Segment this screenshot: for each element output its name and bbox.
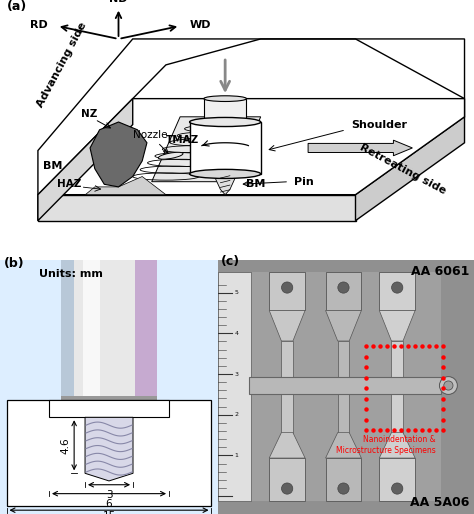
Text: (b): (b) (4, 257, 25, 270)
Bar (269, 272, 305, 310)
Text: AA 5A06: AA 5A06 (410, 496, 469, 509)
Polygon shape (379, 433, 415, 458)
Circle shape (338, 282, 349, 293)
Bar (218, 272, 251, 501)
Polygon shape (269, 310, 305, 341)
Text: 2: 2 (235, 412, 239, 417)
Text: 6: 6 (106, 499, 112, 509)
Bar (282, 341, 293, 433)
Circle shape (439, 377, 457, 394)
Bar (326, 458, 361, 501)
Text: 4: 4 (235, 331, 239, 336)
Polygon shape (379, 310, 415, 341)
Bar (7, 399, 211, 506)
Text: Nozzle: Nozzle (133, 130, 168, 153)
Polygon shape (85, 176, 166, 195)
Polygon shape (190, 122, 261, 174)
Text: (c): (c) (220, 254, 240, 268)
Ellipse shape (204, 96, 246, 101)
Circle shape (392, 282, 403, 293)
Polygon shape (204, 99, 246, 122)
Text: 1: 1 (235, 453, 238, 458)
Text: RD: RD (30, 20, 47, 30)
Circle shape (282, 483, 293, 494)
Polygon shape (83, 260, 100, 399)
Polygon shape (152, 117, 261, 181)
Ellipse shape (190, 170, 261, 178)
Polygon shape (85, 417, 133, 481)
Bar (61, 396, 157, 399)
Bar (379, 458, 415, 501)
Text: Nanoindentation &
Microstructure Specimens: Nanoindentation & Microstructure Specime… (336, 435, 436, 455)
Text: 5: 5 (235, 290, 238, 295)
Bar (269, 458, 305, 501)
Polygon shape (38, 195, 356, 221)
Polygon shape (213, 174, 237, 195)
Polygon shape (38, 39, 465, 221)
Bar (392, 341, 403, 433)
Text: AA 6061: AA 6061 (410, 265, 469, 278)
Polygon shape (269, 433, 305, 458)
Text: Pin: Pin (294, 177, 314, 187)
Circle shape (444, 381, 453, 390)
Bar (337, 341, 349, 433)
Bar (61, 260, 157, 399)
Text: (a): (a) (7, 1, 27, 13)
Polygon shape (38, 99, 133, 221)
Text: 4.6: 4.6 (61, 437, 71, 454)
Bar (249, 272, 441, 501)
Circle shape (282, 282, 293, 293)
Bar (249, 377, 441, 394)
Text: BM: BM (43, 161, 62, 171)
Text: BM: BM (246, 179, 266, 189)
Text: 3: 3 (106, 490, 112, 500)
Circle shape (338, 483, 349, 494)
Polygon shape (38, 99, 465, 195)
Ellipse shape (190, 118, 261, 126)
Polygon shape (61, 260, 74, 399)
Polygon shape (356, 117, 465, 221)
Polygon shape (49, 399, 169, 417)
Polygon shape (135, 260, 157, 399)
Text: Units: mm: Units: mm (39, 269, 103, 280)
Text: Shoulder: Shoulder (351, 120, 407, 130)
Text: TMAZ: TMAZ (166, 135, 199, 145)
Text: HAZ: HAZ (57, 179, 81, 189)
Bar (379, 272, 415, 310)
Text: 3: 3 (235, 372, 239, 377)
Polygon shape (326, 310, 361, 341)
Polygon shape (90, 122, 147, 187)
Text: Retreating side: Retreating side (358, 142, 447, 196)
Text: WD: WD (190, 20, 211, 30)
Text: NZ: NZ (81, 109, 97, 119)
Bar (326, 272, 361, 310)
Text: Advancing side: Advancing side (35, 21, 88, 109)
FancyArrow shape (308, 140, 412, 156)
Circle shape (392, 483, 403, 494)
Ellipse shape (158, 152, 183, 159)
Text: ND: ND (109, 0, 128, 4)
Polygon shape (326, 433, 361, 458)
Text: 15: 15 (102, 511, 116, 514)
